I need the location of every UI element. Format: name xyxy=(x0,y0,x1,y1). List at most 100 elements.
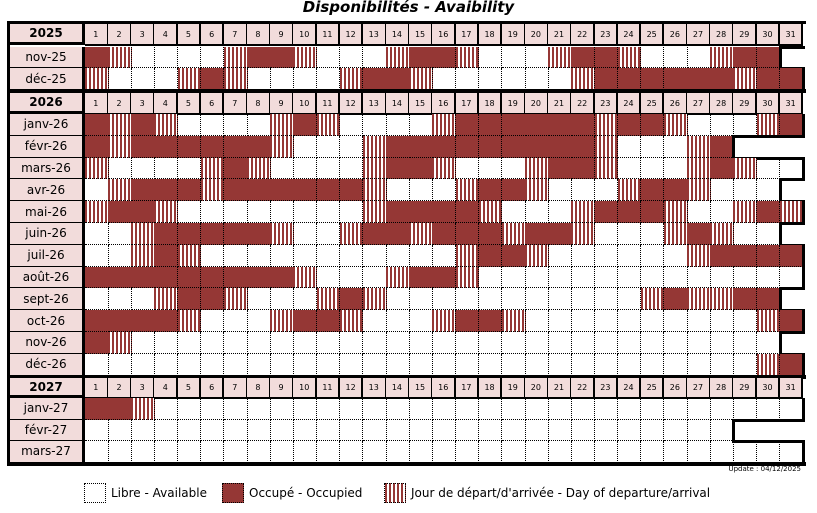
day-cell-occupied xyxy=(779,68,804,90)
day-cell-occupied xyxy=(386,157,410,180)
day-cell-departure-arrival xyxy=(710,223,734,245)
day-cell-occupied xyxy=(525,223,549,245)
day-cell-free xyxy=(664,266,688,289)
day-cell-departure-arrival xyxy=(640,288,665,311)
day-cell-free xyxy=(478,266,503,289)
day-cell-free xyxy=(85,179,109,202)
day-number-header: 26 xyxy=(664,93,688,113)
day-cell-free xyxy=(548,288,572,311)
day-cell-free xyxy=(154,353,179,376)
month-label: janv-26 xyxy=(10,114,85,136)
day-cell-departure-arrival xyxy=(339,310,364,332)
day-cell-departure-arrival xyxy=(108,47,132,68)
day-cell-departure-arrival xyxy=(525,244,549,267)
day-cell-free xyxy=(756,179,781,202)
day-cell-occupied xyxy=(409,47,433,68)
day-cell-free xyxy=(478,332,503,354)
day-cell-departure-arrival xyxy=(270,223,294,245)
day-cell-occupied xyxy=(756,68,781,90)
day-cell-departure-arrival xyxy=(409,68,433,90)
day-number-header: 18 xyxy=(478,378,503,397)
day-cell-occupied xyxy=(478,310,503,332)
day-cell-free xyxy=(386,288,410,311)
day-cell-free xyxy=(594,288,619,311)
day-cell-occupied xyxy=(131,179,155,202)
block-bottom-border xyxy=(7,461,806,465)
legend-free-label: Libre - Available xyxy=(111,486,207,500)
day-number-header: 29 xyxy=(733,93,758,113)
day-cell-free xyxy=(339,398,364,420)
day-cell-free xyxy=(594,223,619,245)
day-cell-occupied xyxy=(617,201,642,223)
day-cell-departure-arrival xyxy=(687,179,711,202)
day-cell-occupied xyxy=(85,114,109,136)
day-cell-free xyxy=(571,441,596,463)
day-cell-free xyxy=(640,310,665,332)
day-number-header: 15 xyxy=(409,24,433,44)
day-cell-free xyxy=(478,288,503,311)
day-cell-occupied xyxy=(386,201,410,223)
month-right-border xyxy=(778,47,782,69)
day-number-header: 16 xyxy=(432,24,457,44)
day-cell-free xyxy=(362,353,387,376)
day-cell-free xyxy=(223,332,248,354)
day-cell-occupied xyxy=(247,223,271,245)
day-cell-free xyxy=(108,157,132,180)
day-cell-free xyxy=(478,68,503,90)
day-cell-free xyxy=(756,441,781,463)
day-cell-free xyxy=(409,332,433,354)
day-cell-free xyxy=(386,398,410,420)
day-cell-departure-arrival xyxy=(501,223,526,245)
month-right-border xyxy=(732,135,736,159)
day-cell-departure-arrival xyxy=(316,114,341,136)
day-number-header: 4 xyxy=(154,24,179,44)
day-cell-free xyxy=(177,47,202,68)
day-cell-free xyxy=(85,223,109,245)
day-cell-free xyxy=(525,441,549,463)
month-label: juil-26 xyxy=(10,244,85,267)
day-number-header: 17 xyxy=(455,24,480,44)
day-cell-free xyxy=(316,223,341,245)
day-cell-occupied xyxy=(501,135,526,158)
day-cell-free xyxy=(501,288,526,311)
day-cell-departure-arrival xyxy=(687,288,711,311)
day-cell-occupied xyxy=(617,68,642,90)
day-cell-occupied xyxy=(223,135,248,158)
day-number-header: 18 xyxy=(478,93,503,113)
day-cell-free xyxy=(200,310,225,332)
day-cell-departure-arrival xyxy=(85,201,109,223)
day-number-header: 13 xyxy=(362,24,387,44)
day-cell-free xyxy=(339,135,364,158)
day-cell-free xyxy=(270,244,294,267)
day-cell-free xyxy=(548,310,572,332)
day-cell-free xyxy=(386,419,410,441)
day-cell-occupied xyxy=(177,266,202,289)
day-number-header: 30 xyxy=(756,93,781,113)
day-cell-free xyxy=(525,419,549,441)
day-cell-free xyxy=(293,332,318,354)
month-label: janv-27 xyxy=(10,398,85,420)
day-cell-free xyxy=(409,353,433,376)
day-cell-departure-arrival xyxy=(362,157,387,180)
day-cell-free xyxy=(525,353,549,376)
day-number-header: 9 xyxy=(270,93,294,113)
day-cell-free xyxy=(131,332,155,354)
day-cell-free xyxy=(710,419,734,441)
day-cell-free xyxy=(108,353,132,376)
day-number-header: 30 xyxy=(756,24,781,44)
day-cell-free xyxy=(455,398,480,420)
day-cell-free xyxy=(640,47,665,68)
day-number-header: 12 xyxy=(339,378,364,397)
day-cell-free xyxy=(640,441,665,463)
day-cell-occupied xyxy=(710,68,734,90)
month-end-step xyxy=(732,134,805,138)
day-cell-free xyxy=(664,157,688,180)
day-cell-free xyxy=(617,244,642,267)
day-cell-free xyxy=(710,332,734,354)
day-cell-occupied xyxy=(108,398,132,420)
day-cell-occupied xyxy=(386,135,410,158)
day-cell-free xyxy=(640,244,665,267)
day-cell-occupied xyxy=(131,135,155,158)
day-cell-free xyxy=(362,441,387,463)
day-cell-free xyxy=(316,201,341,223)
